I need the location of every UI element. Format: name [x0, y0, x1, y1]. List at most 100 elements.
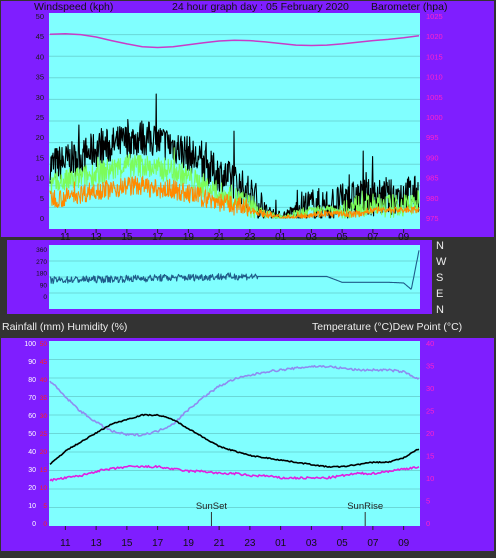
direction-tick: 0: [43, 294, 47, 301]
barometer-tick: 1005: [426, 93, 443, 102]
hour-label: 19: [183, 232, 195, 243]
rainfall-tick: 5: [43, 503, 47, 510]
hour-label: 23: [244, 232, 256, 243]
rainfall-tick-labels: 0 5 10 15 20 25 30 35 40 45 50: [40, 341, 48, 528]
barometer-tick: 1000: [426, 113, 443, 122]
barometer-tick: 975: [426, 214, 439, 223]
compass-s: S: [436, 272, 443, 284]
direction-tick: 90: [40, 282, 48, 289]
barometer-axis-title: Barometer (hpa): [371, 1, 447, 13]
rainfall-tick: 45: [40, 359, 48, 366]
humidity-tick-labels: 0 10 20 30 40 50 60 70 80 90 100: [24, 341, 36, 528]
gust-speed-line: [49, 93, 420, 219]
windspeed-tick: 45: [36, 32, 44, 41]
compass-labels: N W S E N: [436, 240, 447, 316]
hour-tick-labels: 11 13 15 17 19 21 23 01 03 05 07 09: [60, 526, 410, 549]
humidity-tick: 10: [28, 503, 36, 510]
direction-tick: 360: [36, 247, 47, 254]
dew-point-line: [49, 464, 420, 482]
rainfall-tick: 20: [40, 449, 48, 456]
hour-label: 07: [367, 538, 379, 549]
compass-w: W: [436, 256, 447, 268]
barometer-tick: 1015: [426, 52, 443, 61]
windspeed-tick: 25: [36, 113, 44, 122]
barometer-tick: 980: [426, 194, 439, 203]
humidity-tick: 100: [24, 341, 36, 348]
windspeed-tick-labels: 0 5 10 15 20 25 30 35 40 45 50: [36, 12, 44, 223]
sunrise-label: SunRise: [347, 501, 383, 512]
humidity-tick: 20: [28, 485, 36, 492]
temperature-tick: 15: [426, 452, 434, 461]
graph-title: 24 hour graph day : 05 February 2020: [172, 1, 349, 13]
hour-label: 21: [214, 538, 226, 549]
rainfall-tick: 10: [40, 485, 48, 492]
hour-label: 15: [121, 538, 133, 549]
wind-baro-panel: Windspeed (kph) 24 hour graph day : 05 F…: [1, 1, 494, 243]
barometer-tick: 1025: [426, 12, 443, 21]
hour-label: 01: [275, 232, 287, 243]
hour-label: 19: [183, 538, 195, 549]
hour-label: 13: [91, 538, 103, 549]
direction-degree-labels: 0 90 180 270 360: [36, 247, 47, 301]
hour-label: 13: [91, 232, 103, 243]
temperature-line: [49, 413, 420, 469]
temperature-tick: 20: [426, 429, 434, 438]
rainfall-tick: 50: [40, 341, 48, 348]
hour-label: 21: [214, 232, 226, 243]
hour-label: 23: [244, 538, 256, 549]
hour-label: 15: [121, 232, 133, 243]
humidity-line: [49, 364, 420, 437]
barometer-tick-labels: 975 980 985 990 995 1000 1005 1010 1015 1020 1025: [426, 12, 443, 223]
temperature-tick: 35: [426, 362, 434, 371]
temperature-tick: 40: [426, 339, 434, 348]
windspeed-tick: 10: [36, 174, 44, 183]
compass-n-top: N: [436, 240, 444, 252]
temperature-tick-labels: 0 5 10 15 20 25 30 35 40: [426, 339, 434, 528]
temperature-tick: 0: [426, 519, 430, 528]
temperature-tick: 25: [426, 407, 434, 416]
windspeed-axis-title: Windspeed (kph): [34, 1, 113, 13]
windspeed-tick: 0: [40, 214, 44, 223]
windspeed-tick: 30: [36, 93, 44, 102]
temperature-series: [49, 364, 420, 482]
windspeed-tick: 50: [36, 12, 44, 21]
temperature-tick: 10: [426, 474, 434, 483]
hour-label: 01: [275, 538, 287, 549]
humidity-tick: 90: [28, 359, 36, 366]
hour-label: 11: [60, 538, 71, 549]
hour-label: 09: [398, 232, 410, 243]
hour-label: 05: [337, 232, 349, 243]
sunset-label: SunSet: [196, 501, 228, 512]
sun-markers: SunSet SunRise: [196, 501, 383, 526]
direction-tick: 270: [36, 259, 47, 266]
temperature-tick: 5: [426, 497, 430, 506]
barometer-tick: 995: [426, 133, 439, 142]
hour-label: 17: [152, 538, 164, 549]
humidity-tick: 40: [28, 449, 36, 456]
compass-n-bottom: N: [436, 304, 444, 316]
wind-average-line: [49, 175, 420, 219]
direction-panel: 0 90 180 270 360 N W S E N: [7, 240, 447, 316]
barometer-tick: 985: [426, 174, 439, 183]
rainfall-tick: 25: [40, 431, 48, 438]
windspeed-tick: 40: [36, 52, 44, 61]
humidity-tick: 50: [28, 431, 36, 438]
direction-series: [49, 250, 420, 290]
barometer-tick: 1010: [426, 73, 443, 82]
windspeed-tick: 15: [36, 153, 44, 162]
hour-label: 17: [152, 232, 164, 243]
humidity-tick: 70: [28, 395, 36, 402]
humidity-tick: 0: [32, 521, 36, 528]
gridlines: [49, 359, 420, 508]
humidity-tick: 30: [28, 467, 36, 474]
hour-label: 09: [398, 538, 410, 549]
temperature-axis-title: Temperature (°C)Dew Point (°C): [312, 321, 462, 333]
barometer-tick: 990: [426, 153, 439, 162]
temperature-tick: 30: [426, 384, 434, 393]
hour-label: 03: [306, 232, 318, 243]
hour-label: 11: [60, 232, 71, 243]
hour-label: 07: [367, 232, 379, 243]
hour-label: 05: [337, 538, 349, 549]
